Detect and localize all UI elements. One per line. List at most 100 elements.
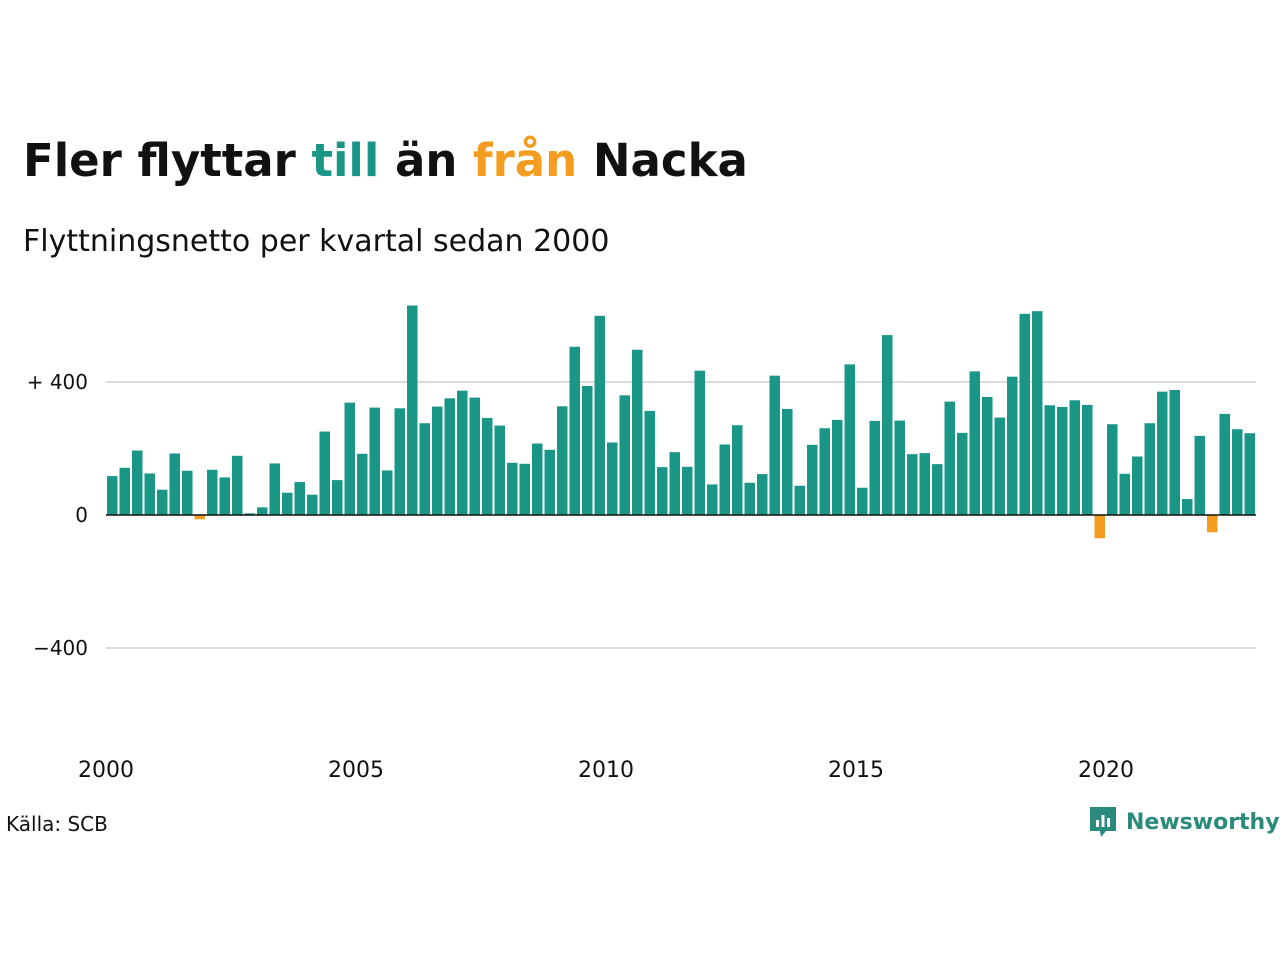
bar — [832, 419, 843, 515]
bar — [219, 477, 230, 515]
bar — [557, 406, 568, 515]
bar — [1069, 400, 1080, 515]
bar — [669, 452, 680, 515]
bar — [357, 453, 368, 515]
title-part-3: Nacka — [577, 134, 748, 187]
bar — [769, 375, 780, 515]
bars — [107, 305, 1255, 539]
title-part-1: Fler flyttar — [23, 134, 312, 187]
bar — [369, 407, 380, 515]
x-tick-label: 2005 — [328, 758, 384, 783]
y-tick-label: −400 — [33, 636, 88, 660]
bar — [757, 474, 768, 515]
newsworthy-brand[interactable]: Newsworthy — [1088, 805, 1280, 839]
x-tick-label: 2010 — [578, 758, 634, 783]
bar — [1232, 429, 1243, 515]
bar — [407, 305, 418, 515]
bar — [269, 463, 280, 515]
bar — [969, 371, 980, 515]
bar — [1094, 515, 1105, 539]
bar — [519, 463, 530, 515]
bar — [144, 473, 155, 515]
bar — [194, 515, 205, 520]
bar — [782, 408, 793, 515]
bar — [707, 484, 718, 515]
bar — [1082, 404, 1093, 515]
x-tick-label: 2015 — [828, 758, 884, 783]
bar — [644, 410, 655, 515]
bar — [1044, 405, 1055, 515]
bar — [819, 428, 830, 515]
bar — [282, 492, 293, 515]
bar — [994, 417, 1005, 515]
bar — [894, 420, 905, 515]
bar — [1032, 311, 1043, 515]
bar — [607, 442, 618, 515]
title-highlight-fran: från — [473, 134, 578, 187]
bar — [132, 450, 143, 515]
bar — [244, 513, 255, 515]
bar — [1107, 424, 1118, 515]
source-note: Källa: SCB — [6, 812, 108, 836]
bar — [1132, 456, 1143, 515]
bar — [1182, 499, 1193, 515]
bar — [732, 425, 743, 515]
bar — [494, 425, 505, 515]
y-tick-label: + 400 — [27, 370, 88, 394]
bar — [469, 397, 480, 515]
bar-chart: + 400 0 −400 2000 2005 2010 2015 2020 — [27, 305, 1256, 783]
bar — [1119, 473, 1130, 515]
bar — [444, 398, 455, 515]
bar — [594, 315, 605, 515]
bar — [944, 401, 955, 515]
bar — [1007, 376, 1018, 515]
bar — [544, 449, 555, 515]
bar — [919, 453, 930, 515]
y-tick-label: 0 — [75, 503, 88, 527]
bar — [1169, 389, 1180, 515]
bar — [682, 466, 693, 515]
bar — [319, 431, 330, 515]
bar — [882, 335, 893, 515]
bar — [294, 482, 305, 515]
bar — [869, 420, 880, 515]
bar — [344, 402, 355, 515]
bar — [482, 417, 493, 515]
bar — [419, 423, 430, 515]
bar — [582, 385, 593, 515]
bar — [169, 453, 180, 515]
x-tick-label: 2000 — [78, 758, 134, 783]
bar — [232, 455, 243, 515]
bar — [657, 467, 668, 515]
bar — [1219, 413, 1230, 515]
bar — [1144, 423, 1155, 515]
bar — [507, 462, 518, 515]
bar — [332, 480, 343, 515]
bar — [794, 485, 805, 515]
bar — [532, 443, 543, 515]
bar — [694, 370, 705, 515]
gridlines — [106, 381, 1256, 649]
brand-name: Newsworthy — [1126, 809, 1280, 835]
x-tick-label: 2020 — [1078, 758, 1134, 783]
bar — [457, 390, 468, 515]
bar — [844, 364, 855, 515]
x-axis-labels: 2000 2005 2010 2015 2020 — [78, 758, 1134, 783]
bar — [1019, 313, 1030, 515]
bar — [807, 444, 818, 515]
bar — [107, 476, 118, 515]
title-part-2: än — [379, 134, 474, 187]
bar — [982, 396, 993, 515]
bar — [619, 395, 630, 515]
bar — [932, 464, 943, 515]
bar — [394, 408, 405, 515]
chart-title: Fler flyttar till än från Nacka — [23, 134, 748, 187]
bar — [957, 432, 968, 515]
bar — [569, 346, 580, 515]
bar — [432, 406, 443, 515]
y-axis-labels: + 400 0 −400 — [27, 370, 88, 660]
bar — [1244, 433, 1255, 515]
bar — [857, 487, 868, 515]
bar — [157, 489, 168, 515]
bar — [382, 470, 393, 515]
